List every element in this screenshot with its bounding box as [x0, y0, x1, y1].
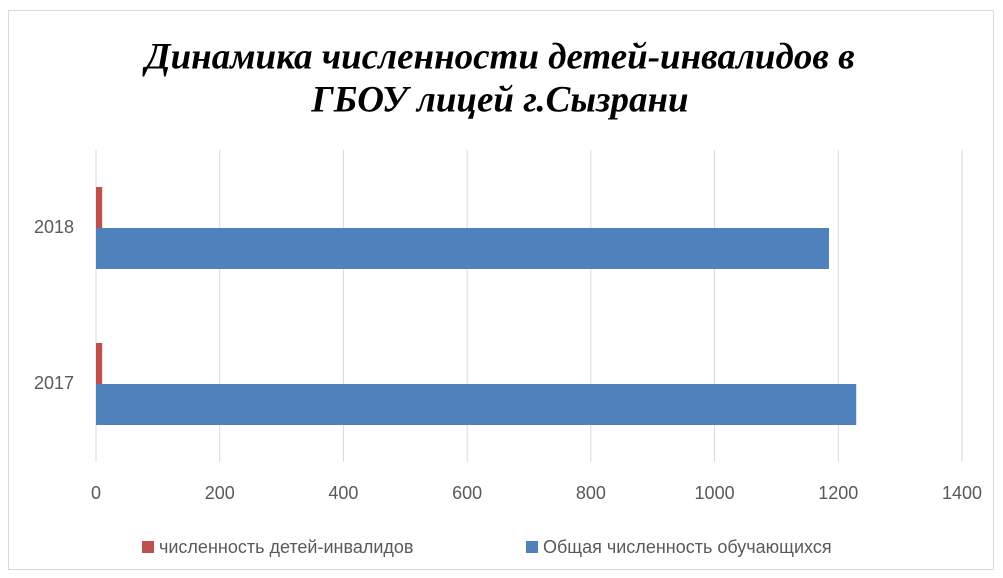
bar [96, 343, 103, 384]
bar [96, 187, 103, 228]
x-tick-label: 400 [328, 483, 358, 503]
x-tick-label: 1200 [818, 483, 858, 503]
x-tick-label: 800 [576, 483, 606, 503]
legend-label: численность детей-инвалидов [159, 537, 413, 557]
bar [96, 228, 830, 269]
chart-title: Динамика численности детей-инвалидов в [142, 36, 854, 77]
y-tick-label: 2017 [34, 373, 74, 393]
legend-swatch [526, 541, 538, 553]
x-tick-label: 1000 [695, 483, 735, 503]
x-tick-label: 200 [205, 483, 235, 503]
x-tick-label: 1400 [942, 483, 982, 503]
legend-swatch [142, 541, 154, 553]
y-tick-label: 2018 [34, 217, 74, 237]
legend-label: Общая численность обучающихся [543, 537, 832, 557]
chart-border [8, 10, 994, 570]
x-tick-label: 600 [452, 483, 482, 503]
bar [96, 384, 857, 425]
x-tick-label: 0 [91, 483, 101, 503]
chart-title: ГБОУ лицей г.Сызрани [310, 79, 688, 120]
